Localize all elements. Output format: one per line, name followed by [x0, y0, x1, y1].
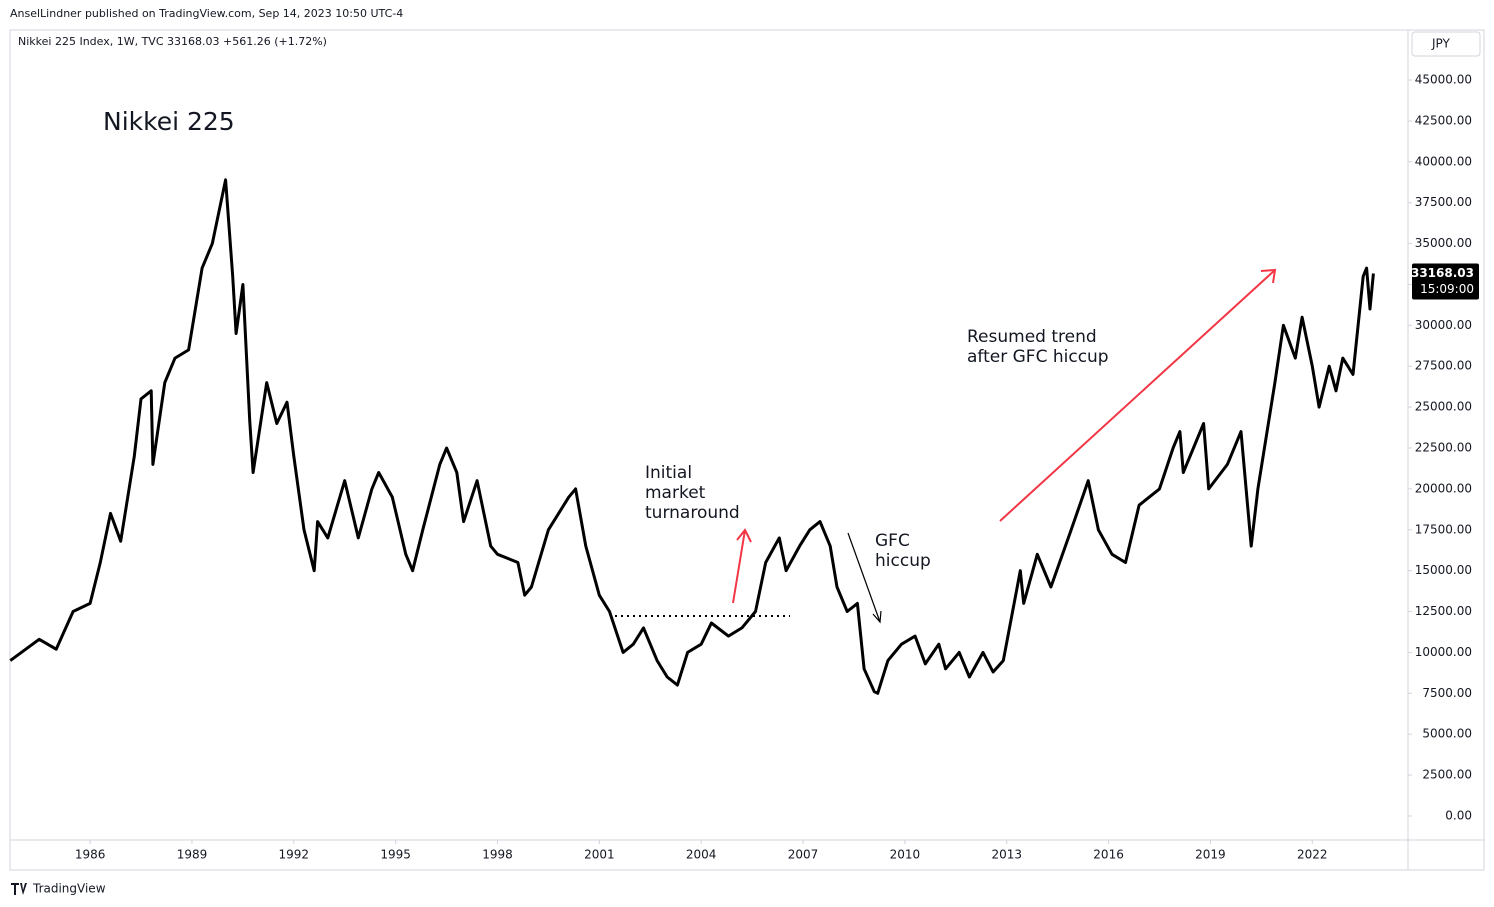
y-tick-label: 22500.00 — [1415, 441, 1472, 455]
y-tick-label: 20000.00 — [1415, 481, 1472, 495]
symbol-info: Nikkei 225 Index, 1W, TVC 33168.03 +561.… — [18, 35, 327, 48]
x-tick-label: 1989 — [177, 848, 208, 862]
annotation: Initial — [645, 463, 692, 483]
y-tick-label: 37500.00 — [1415, 195, 1472, 209]
y-tick-label: 30000.00 — [1415, 318, 1472, 332]
x-tick-label: 2001 — [584, 848, 615, 862]
arrow-up — [732, 528, 752, 604]
y-tick-label: 45000.00 — [1415, 73, 1472, 87]
annotation: GFC — [875, 531, 910, 551]
currency[interactable]: JPY — [1431, 37, 1451, 51]
x-tick-label: 1995 — [380, 848, 411, 862]
y-tick-label: 15000.00 — [1415, 563, 1472, 577]
annotation: turnaround — [645, 503, 740, 523]
y-tick-label: 17500.00 — [1415, 522, 1472, 536]
countdown: 15:09:00 — [1420, 282, 1474, 296]
x-tick-label: 2022 — [1297, 848, 1328, 862]
price-tag-label: 33168.03 — [1411, 266, 1474, 280]
publisher: AnselLindner published on TradingView.co… — [10, 7, 403, 20]
x-tick-label: 2019 — [1195, 848, 1226, 862]
x-tick-label: 1998 — [482, 848, 513, 862]
x-tick-label: 2004 — [686, 848, 717, 862]
x-tick-label: 1992 — [279, 848, 310, 862]
x-tick-label: 2016 — [1093, 848, 1124, 862]
currency-button[interactable] — [1411, 31, 1481, 57]
annotation: market — [645, 483, 706, 503]
y-tick-label: 40000.00 — [1415, 154, 1472, 168]
arrow-down — [847, 532, 882, 624]
price-tag — [1412, 263, 1479, 300]
y-tick-label: 2500.00 — [1422, 768, 1472, 782]
y-tick-label: 0.00 — [1445, 808, 1472, 822]
y-tick-label: 42500.00 — [1415, 113, 1472, 127]
x-tick-label: 2007 — [788, 848, 819, 862]
frame — [9, 29, 1485, 871]
y-tick-label: 25000.00 — [1415, 400, 1472, 414]
y-tick-label: 12500.00 — [1415, 604, 1472, 618]
chart-title: Nikkei 225 — [103, 107, 235, 136]
x-tick-label: 1986 — [75, 848, 106, 862]
y-tick-label: 5000.00 — [1422, 727, 1472, 741]
arrow-trend — [999, 268, 1277, 522]
brand-logo — [11, 883, 27, 895]
brand: TradingView — [32, 882, 106, 896]
x-tick-label: 2013 — [991, 848, 1022, 862]
y-tick-label: 35000.00 — [1415, 236, 1472, 250]
annotation: Resumed trend — [967, 327, 1097, 347]
y-tick-label: 27500.00 — [1415, 359, 1472, 373]
y-tick-label: 10000.00 — [1415, 645, 1472, 659]
x-tick-label: 2010 — [890, 848, 921, 862]
annotation: hiccup — [875, 551, 931, 571]
y-tick-label: 7500.00 — [1422, 686, 1472, 700]
price-line — [9, 178, 1375, 695]
annotation: after GFC hiccup — [967, 347, 1109, 367]
